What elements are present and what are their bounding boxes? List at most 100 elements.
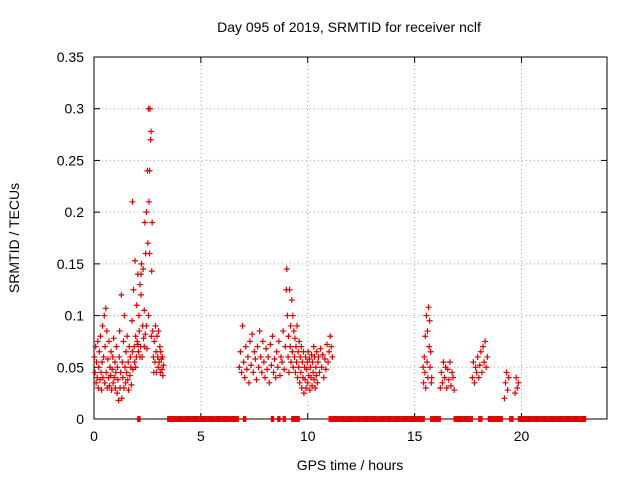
data-point bbox=[444, 366, 451, 373]
data-point bbox=[281, 366, 288, 373]
data-point bbox=[143, 209, 150, 216]
data-point bbox=[247, 338, 254, 345]
data-point bbox=[270, 369, 277, 376]
data-point bbox=[131, 343, 138, 350]
data-point bbox=[512, 390, 519, 397]
data-point bbox=[105, 338, 112, 345]
data-point bbox=[427, 364, 434, 371]
data-point bbox=[254, 343, 261, 350]
data-point bbox=[427, 348, 434, 355]
data-point bbox=[275, 338, 282, 345]
data-point bbox=[93, 379, 100, 386]
data-point bbox=[252, 356, 259, 363]
data-point bbox=[292, 343, 299, 350]
data-point bbox=[134, 341, 141, 348]
data-point bbox=[241, 374, 248, 381]
data-point bbox=[285, 369, 292, 376]
data-point bbox=[149, 219, 156, 226]
data-point bbox=[297, 353, 304, 360]
data-point bbox=[136, 281, 143, 288]
data-point bbox=[144, 240, 151, 247]
data-point bbox=[115, 397, 122, 404]
data-point bbox=[250, 369, 257, 376]
data-point bbox=[240, 359, 247, 366]
data-point bbox=[134, 338, 141, 345]
data-point bbox=[99, 374, 106, 381]
data-point bbox=[249, 331, 256, 338]
data-point bbox=[327, 333, 334, 340]
data-point bbox=[152, 322, 159, 329]
data-point bbox=[302, 376, 309, 383]
data-point bbox=[160, 362, 167, 369]
data-point bbox=[311, 376, 318, 383]
chart-title: Day 095 of 2019, SRMTID for receiver ncl… bbox=[217, 19, 481, 35]
data-point bbox=[264, 366, 271, 373]
data-point bbox=[99, 322, 106, 329]
data-point bbox=[280, 328, 287, 335]
data-point bbox=[110, 335, 117, 342]
data-point bbox=[423, 312, 430, 319]
data-point bbox=[420, 379, 427, 386]
data-point bbox=[291, 335, 298, 342]
data-point bbox=[422, 333, 429, 340]
data-point bbox=[98, 369, 105, 376]
y-tick-label: 0.3 bbox=[65, 101, 85, 117]
data-point bbox=[286, 286, 293, 293]
data-point bbox=[421, 416, 428, 422]
data-point bbox=[119, 359, 126, 366]
data-point bbox=[326, 348, 333, 355]
data-point bbox=[129, 198, 136, 205]
data-point bbox=[437, 416, 444, 422]
data-point bbox=[273, 348, 280, 355]
data-point bbox=[136, 353, 143, 360]
data-point bbox=[297, 369, 304, 376]
data-point bbox=[148, 128, 155, 135]
data-point bbox=[157, 348, 164, 355]
plot-area-border bbox=[93, 56, 608, 420]
data-point bbox=[121, 364, 128, 371]
data-point bbox=[276, 372, 283, 379]
data-point bbox=[425, 304, 432, 311]
data-point bbox=[143, 322, 150, 329]
data-point bbox=[141, 307, 148, 314]
data-point bbox=[102, 305, 109, 312]
data-point bbox=[256, 328, 263, 335]
data-point bbox=[118, 395, 125, 402]
data-point bbox=[111, 359, 118, 366]
data-point bbox=[483, 364, 490, 371]
data-point bbox=[258, 369, 265, 376]
data-point bbox=[304, 359, 311, 366]
data-point bbox=[309, 382, 316, 389]
data-point bbox=[100, 353, 107, 360]
data-point bbox=[315, 353, 322, 360]
data-point bbox=[287, 343, 294, 350]
data-point bbox=[151, 338, 158, 345]
data-point bbox=[127, 353, 134, 360]
data-point bbox=[513, 374, 520, 381]
data-point bbox=[140, 266, 147, 273]
data-point bbox=[102, 343, 109, 350]
data-point bbox=[242, 343, 249, 350]
data-point bbox=[288, 359, 295, 366]
data-point bbox=[257, 353, 264, 360]
data-point bbox=[140, 335, 147, 342]
y-tick-label: 0.1 bbox=[65, 308, 85, 324]
data-point bbox=[317, 345, 324, 352]
data-point bbox=[259, 338, 266, 345]
data-point bbox=[315, 359, 322, 366]
data-point bbox=[245, 379, 252, 386]
data-point bbox=[312, 364, 319, 371]
data-point bbox=[235, 416, 242, 422]
data-point bbox=[295, 364, 302, 371]
data-point bbox=[469, 416, 476, 422]
data-point bbox=[95, 384, 102, 391]
data-point bbox=[116, 353, 123, 360]
data-point bbox=[135, 348, 142, 355]
data-point bbox=[119, 374, 126, 381]
data-point bbox=[322, 366, 329, 373]
data-point bbox=[94, 338, 101, 345]
data-point bbox=[282, 416, 289, 422]
data-points bbox=[91, 105, 589, 422]
data-point bbox=[145, 198, 152, 205]
data-point bbox=[142, 331, 149, 338]
